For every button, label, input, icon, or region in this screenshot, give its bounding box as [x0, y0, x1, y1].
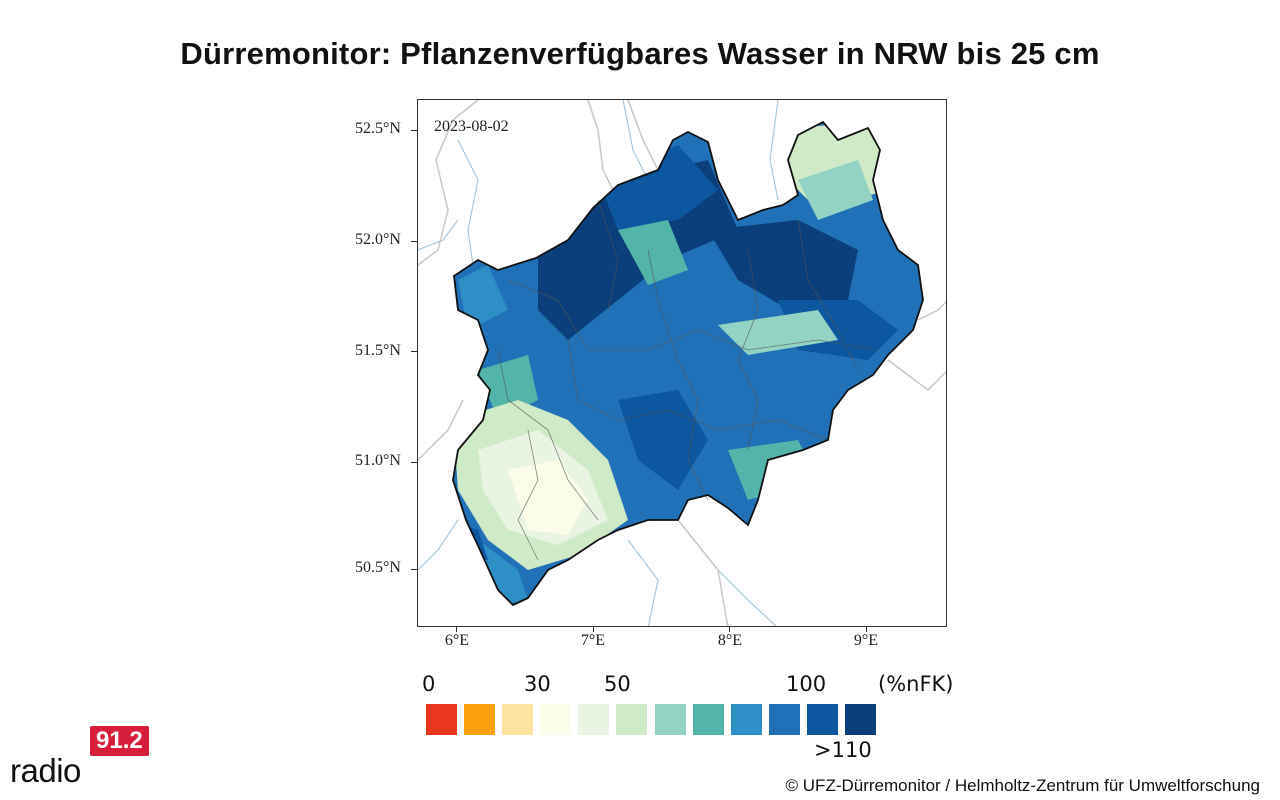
legend-tick: 0	[422, 672, 436, 696]
legend-swatch	[426, 704, 457, 735]
river	[418, 519, 459, 571]
logo-badge: 91.2	[90, 726, 149, 756]
river	[717, 569, 777, 626]
neighbor-border	[887, 359, 946, 391]
neighbor-border	[917, 300, 946, 321]
neighbor-border	[587, 100, 614, 191]
lat-tick	[411, 569, 417, 570]
legend-swatch	[845, 704, 876, 735]
district-borders	[497, 199, 879, 561]
lat-label: 50.5°N	[355, 559, 401, 576]
neighbor-border	[418, 100, 479, 266]
logo-text: radio	[10, 752, 81, 789]
neighbor-border	[677, 519, 729, 626]
color-legend: 0 30 50 100 (%nFK) >110	[420, 672, 980, 767]
legend-swatch	[502, 704, 533, 735]
lon-label: 9°E	[853, 632, 879, 649]
legend-swatch	[769, 704, 800, 735]
river	[418, 219, 459, 251]
legend-tick: 50	[604, 672, 631, 696]
legend-swatch	[616, 704, 647, 735]
neighbor-border	[418, 399, 464, 461]
legend-max-label: >110	[814, 738, 872, 762]
legend-swatch	[807, 704, 838, 735]
lat-label: 52.0°N	[355, 231, 401, 248]
legend-unit: (%nFK)	[878, 672, 954, 696]
lon-label: 7°E	[580, 632, 606, 649]
legend-swatch	[540, 704, 571, 735]
lat-tick	[411, 241, 417, 242]
source-credit: © UFZ-Dürremonitor / Helmholtz-Zentrum f…	[785, 776, 1260, 795]
map-svg	[418, 100, 946, 626]
lon-tick	[456, 627, 457, 632]
river	[769, 100, 779, 201]
soil-water-raster	[453, 122, 923, 605]
river	[622, 100, 649, 181]
lat-label: 51.5°N	[355, 342, 401, 359]
legend-swatch	[731, 704, 762, 735]
legend-swatch	[693, 704, 724, 735]
lon-label: 8°E	[717, 632, 743, 649]
page-title: Dürremonitor: Pflanzenverfügbares Wasser…	[180, 36, 1100, 71]
neighbor-border	[627, 100, 659, 171]
lat-label: 52.5°N	[355, 120, 401, 137]
legend-tick: 100	[786, 672, 827, 696]
radio-logo: 91.2 radio	[10, 722, 150, 792]
lat-tick	[411, 462, 417, 463]
map-date: 2023-08-02	[434, 118, 509, 135]
river	[457, 139, 479, 266]
lon-label: 6°E	[444, 632, 470, 649]
lon-tick	[729, 627, 730, 632]
legend-swatch	[655, 704, 686, 735]
river	[627, 539, 659, 626]
legend-swatch	[464, 704, 495, 735]
lat-tick	[411, 130, 417, 131]
lon-tick	[866, 627, 867, 632]
lat-tick	[411, 351, 417, 352]
lon-tick	[593, 627, 594, 632]
legend-swatch	[578, 704, 609, 735]
legend-tick: 30	[524, 672, 551, 696]
drought-map: 2023-08-02	[417, 99, 947, 627]
lat-label: 51.0°N	[355, 452, 401, 469]
